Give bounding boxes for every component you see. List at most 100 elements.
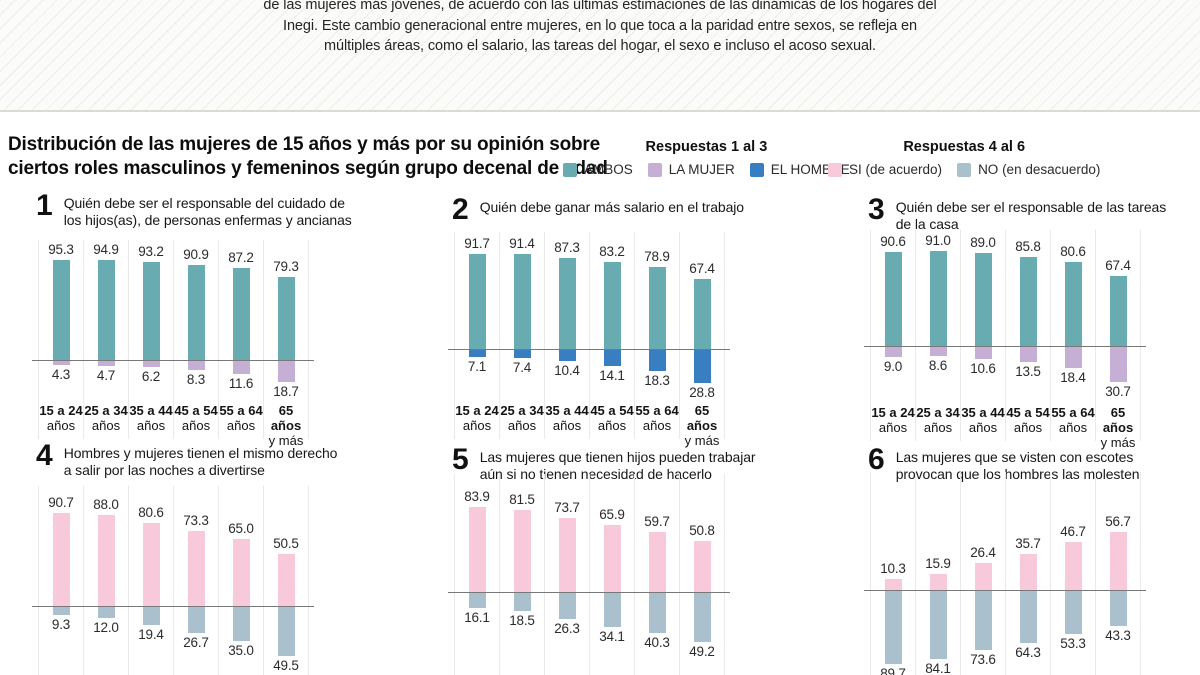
- bar-value-label: 30.7: [1105, 384, 1131, 399]
- bar-value-label: 10.3: [880, 561, 906, 576]
- age-group-range: 15 a 24: [871, 405, 915, 420]
- chart-number: 5: [452, 443, 469, 476]
- bar-no-en-desacuerdo-: [929, 590, 947, 659]
- bar-el-hombre: [513, 349, 531, 358]
- age-group-unit: años: [226, 418, 256, 433]
- chart-column: 91.7 7.1 15 a 24 años: [454, 232, 499, 439]
- bar-cell-top: 79.3: [264, 240, 308, 360]
- chart-column: 90.6 9.0 15 a 24 años: [870, 230, 915, 441]
- bar-value-label: 4.7: [96, 368, 116, 383]
- bar-si-de-acuerdo-: [929, 574, 947, 590]
- chart-number: 6: [868, 443, 885, 476]
- bar-value-label: 87.2: [228, 250, 254, 265]
- age-group-unit: y más: [268, 433, 304, 448]
- page-title-line-2: ciertos roles masculinos y femeninos seg…: [8, 157, 608, 179]
- bar-value-label: 43.3: [1105, 628, 1131, 643]
- chart-number: 4: [36, 439, 53, 472]
- age-group-range: 35 a 44: [961, 405, 1005, 420]
- bar-value-label: 88.0: [93, 497, 119, 512]
- legend-item-label: AMBOS: [584, 162, 633, 177]
- bar-cell-bottom: 30.7: [1096, 346, 1140, 402]
- bar-cell-top: 80.6: [129, 486, 173, 606]
- chart-column: 93.2 6.2 35 a 44 años: [128, 240, 173, 439]
- chart-baseline: [864, 346, 1146, 347]
- bar-value-label: 64.3: [1015, 645, 1041, 660]
- bar-value-label: 16.1: [464, 610, 490, 625]
- bar-value-label: 28.8: [689, 385, 715, 400]
- legend-color-swatch: [828, 162, 842, 177]
- bar-cell-top: 50.8: [680, 474, 724, 592]
- bar-ambos: [513, 254, 531, 349]
- bar-value-label: 53.3: [1060, 636, 1086, 651]
- bar-value-label: 56.7: [1105, 514, 1131, 529]
- bar-cell-top: 65.9: [590, 474, 634, 592]
- bar-ambos: [1019, 257, 1037, 346]
- bar-value-label: 84.1: [925, 661, 951, 675]
- bar-cell-top: 90.6: [871, 230, 915, 346]
- age-group-unit: años: [552, 418, 582, 433]
- chart-columns: 91.7 7.1 15 a 24 años 91.4 7.4 25 a 34 años 87.3…: [454, 232, 725, 448]
- bar-value-label: 80.6: [138, 505, 164, 520]
- bar-ambos: [1064, 262, 1082, 346]
- age-group-range: 55 a 64: [219, 403, 263, 418]
- bar-cell-top: 83.2: [590, 232, 634, 349]
- bar-cell-bottom: 35.0: [219, 606, 263, 675]
- bar-cell-top: 50.5: [264, 486, 308, 606]
- bar-si-de-acuerdo-: [52, 513, 70, 606]
- age-group-label: 15 a 24 años: [871, 402, 914, 441]
- bar-value-label: 18.5: [509, 613, 535, 628]
- chart-title: Hombres y mujeres tienen el mismo derech…: [63, 445, 338, 478]
- bar-value-label: 14.1: [599, 368, 625, 383]
- bar-cell-bottom: 26.7: [174, 606, 218, 675]
- bar-cell-bottom: 49.5: [264, 606, 308, 675]
- age-group-label: 45 a 54 años: [590, 400, 633, 439]
- bar-cell-bottom: 19.4: [129, 606, 173, 675]
- bar-si-de-acuerdo-: [558, 518, 576, 592]
- chart-column: 90.9 8.3 45 a 54 años: [173, 240, 218, 439]
- bar-cell-top: 87.3: [545, 232, 589, 349]
- page-title-line-1: Distribución de las mujeres de 15 años y…: [8, 134, 600, 155]
- age-group-range: 45 a 54: [1006, 405, 1050, 420]
- bar-ambos: [277, 277, 295, 360]
- page-title: Distribución de las mujeres de 15 años y…: [8, 133, 608, 180]
- age-group-unit: años: [181, 418, 211, 433]
- age-group-label: 45 a 54 años: [174, 400, 217, 439]
- legend-color-swatch: [647, 162, 662, 177]
- bar-value-label: 73.3: [183, 513, 209, 528]
- bar-value-label: 89.7: [880, 666, 906, 675]
- bar-cell-bottom: 9.3: [39, 606, 83, 675]
- bar-ambos: [232, 268, 250, 360]
- bar-no-en-desacuerdo-: [884, 590, 902, 664]
- chart-column: 67.4 30.7 65 años y más: [1095, 230, 1140, 450]
- chart-bars: 10.389.715 a 24años15.984.125 a 34años26…: [864, 472, 1146, 675]
- legend-color-swatch: [957, 162, 972, 177]
- bar-no-en-desacuerdo-: [232, 606, 250, 641]
- bar-cell-bottom: 43.3: [1096, 590, 1140, 675]
- bar-el-hombre: [693, 349, 711, 383]
- bar-cell-bottom: 40.3: [635, 592, 679, 675]
- chart-1: 1 Quién debe ser el responsable del cuida…: [32, 0, 376, 675]
- bar-cell-top: 73.3: [174, 486, 218, 606]
- bar-cell-top: 94.9: [84, 240, 128, 360]
- bar-cell-bottom: 49.2: [680, 592, 724, 675]
- bar-value-label: 59.7: [644, 514, 670, 529]
- age-group-range: 25 a 34: [84, 403, 128, 418]
- bar-cell-top: 35.7: [1006, 472, 1050, 590]
- bar-cell-bottom: 10.6: [961, 346, 1005, 402]
- bar-cell-bottom: 8.3: [174, 360, 218, 400]
- bar-no-en-desacuerdo-: [187, 606, 205, 633]
- legend-item-label: NO (en desacuerdo): [978, 162, 1101, 177]
- legend-items: SI (de acuerdo) NO (en desacuerdo): [828, 162, 1100, 177]
- bar-cell-top: 80.6: [1051, 230, 1095, 346]
- bar-cell-top: 67.4: [680, 232, 724, 349]
- age-group-unit: años: [507, 418, 537, 433]
- age-group-range: 35 a 44: [545, 403, 589, 418]
- chart-title: Quién debe ganar más salario en el traba…: [479, 199, 744, 215]
- age-group-label: 55 a 64 años: [635, 400, 678, 439]
- bar-cell-top: 78.9: [635, 232, 679, 349]
- bar-la-mujer: [97, 360, 115, 366]
